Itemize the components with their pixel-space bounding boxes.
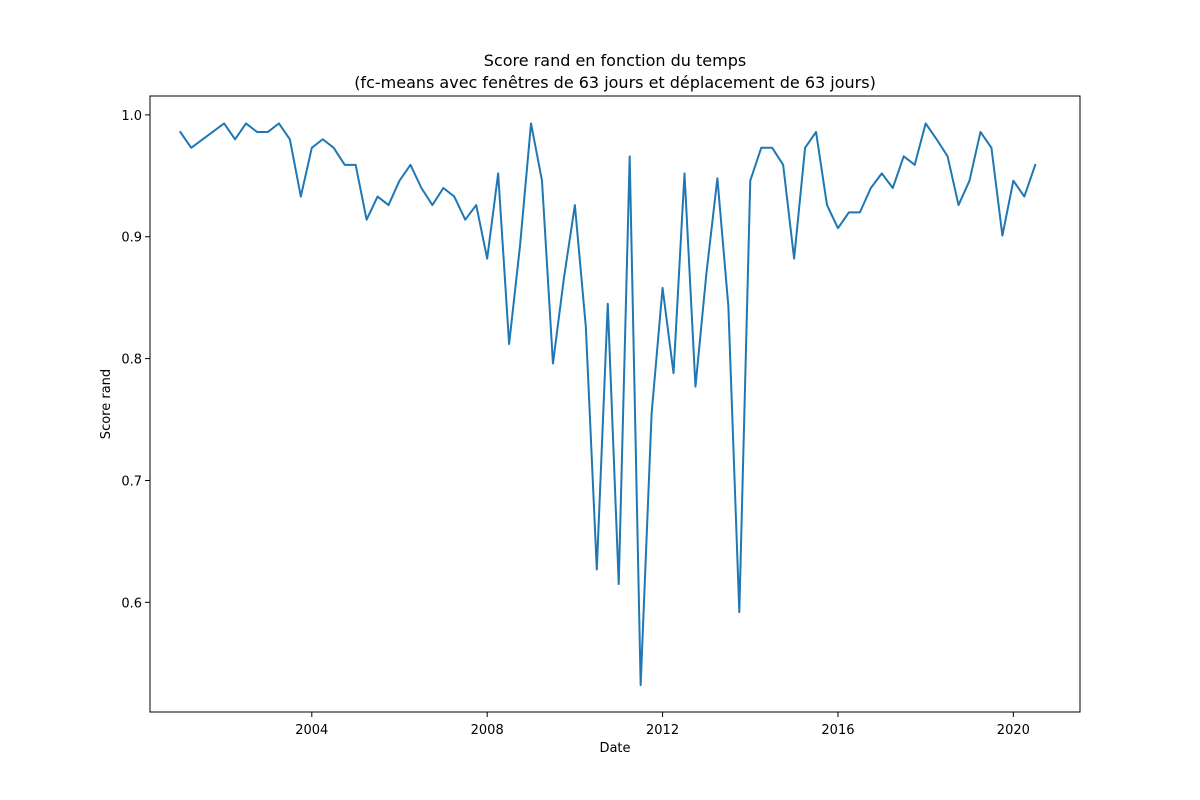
- x-axis: 2004 2008 2012 2016 2020: [295, 712, 1030, 738]
- x-tick-label: 2016: [821, 723, 854, 738]
- x-axis-label: Date: [599, 741, 630, 756]
- x-tick-label: 2008: [471, 723, 504, 738]
- chart-title-line2: (fc-means avec fenêtres de 63 jours et d…: [354, 73, 876, 92]
- y-tick-label: 0.7: [121, 474, 142, 489]
- x-tick-label: 2020: [997, 723, 1030, 738]
- y-axis: 0.6 0.7 0.8 0.9 1.0: [121, 109, 150, 611]
- y-tick-label: 0.6: [121, 596, 142, 611]
- y-tick-label: 0.8: [121, 353, 142, 368]
- plot-frame: [149, 95, 1081, 713]
- chart-title-line1: Score rand en fonction du temps: [484, 51, 746, 70]
- y-tick-label: 1.0: [121, 109, 142, 124]
- y-axis-label: Score rand: [99, 369, 114, 439]
- x-tick-label: 2012: [646, 723, 679, 738]
- series-line: [179, 122, 1037, 687]
- y-tick-label: 0.9: [121, 231, 142, 246]
- x-tick-label: 2004: [295, 723, 328, 738]
